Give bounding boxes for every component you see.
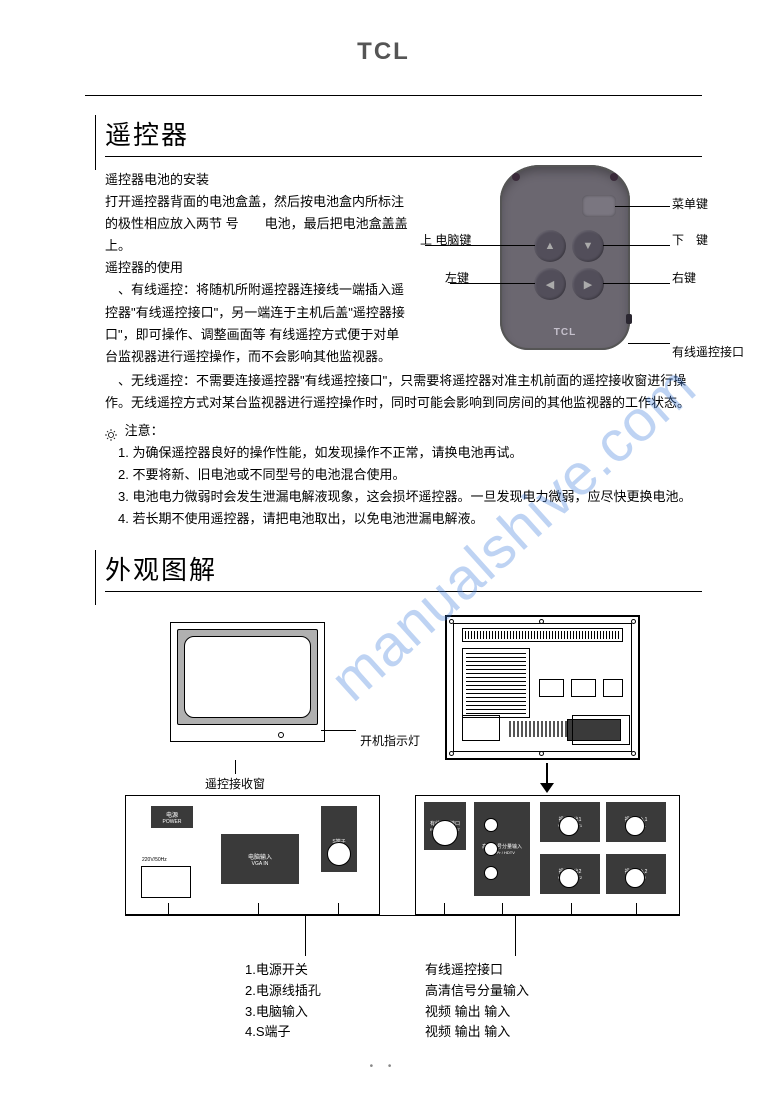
p1: 打开遥控器背面的电池盒盖，然后按电池盒内所标注的极性相应放入两节 号 电池，最后… [105, 191, 410, 257]
n2: 2. 不要将新、旧电池或不同型号的电池混合使用。 [105, 464, 702, 486]
p2: 、有线遥控：将随机所附遥控器连接线一端插入遥控器"有线遥控接口"，另一端连于主机… [105, 279, 410, 367]
p3: 、无线遥控：不需要连接遥控器"有线遥控接口"，只需要将遥控器对准主机前面的遥控接… [105, 370, 702, 414]
monitor-front [170, 622, 325, 742]
section2-title: 外观图解 [105, 550, 702, 592]
sub2: 遥控器的使用 [105, 257, 410, 279]
left-button: ◀ [534, 268, 566, 300]
label-indicator: 开机指示灯 [360, 732, 420, 749]
page-dots: • • [370, 1061, 398, 1072]
panel-left: 电源POWER 电脑输入VGA IN S端子 220V/50Hz [125, 795, 380, 915]
label-up: 上 电脑键 [420, 231, 471, 248]
notice-icon [105, 426, 117, 438]
arrow-down-icon [537, 763, 557, 798]
section1-vline [95, 115, 96, 170]
right-button: ▶ [572, 268, 604, 300]
list-r2: 高清信号分量输入 [425, 981, 529, 1002]
brand-logo: TCL [357, 38, 410, 66]
list-r3: 视频 输出 输入 [425, 1002, 529, 1023]
remote-port [626, 314, 632, 324]
n4: 4. 若长期不使用遥控器，请把电池取出，以免电池泄漏电解液。 [105, 508, 702, 530]
n1: 1. 为确保遥控器良好的操作性能，如发现操作不正常，请换电池再试。 [105, 442, 702, 464]
label-left: 左键 [445, 269, 469, 286]
label-right: 右键 [672, 269, 696, 286]
remote-diagram: ▲ ▼ ◀ ▶ TCL 菜单键 上 电脑键 下 键 左键 右键 有线遥控接口 [500, 165, 660, 360]
list-l2: 2.电源线插孔 [245, 981, 321, 1002]
list-l3: 3.电脑输入 [245, 1002, 321, 1023]
section1-title: 遥控器 [105, 115, 702, 157]
label-port: 有线遥控接口 [672, 343, 744, 360]
sub1: 遥控器电池的安装 [105, 169, 410, 191]
label-menu: 菜单键 [672, 195, 708, 212]
device-back [445, 615, 640, 760]
top-rule [85, 95, 702, 96]
n3: 3. 电池电力微弱时会发生泄漏电解液现象，这会损坏遥控器。一旦发现电力微弱，应尽… [105, 486, 702, 508]
list-l1: 1.电源开关 [245, 960, 321, 981]
menu-button [582, 195, 616, 217]
list-r1: 有线遥控接口 [425, 960, 529, 981]
up-button: ▲ [534, 230, 566, 262]
section2-vline [95, 550, 96, 605]
label-ir: 遥控接收窗 [205, 775, 265, 792]
panel-right: 有线遥控接口REMOTE INPUT 高清信号分量输入YPbPr / HDTV … [415, 795, 680, 915]
remote-brand: TCL [554, 327, 576, 338]
list-l4: 4.S端子 [245, 1022, 321, 1043]
down-button: ▼ [572, 230, 604, 262]
list-r4: 视频 输出 输入 [425, 1022, 529, 1043]
notice-label: 注意： [125, 423, 164, 438]
label-down: 下 键 [672, 231, 708, 248]
